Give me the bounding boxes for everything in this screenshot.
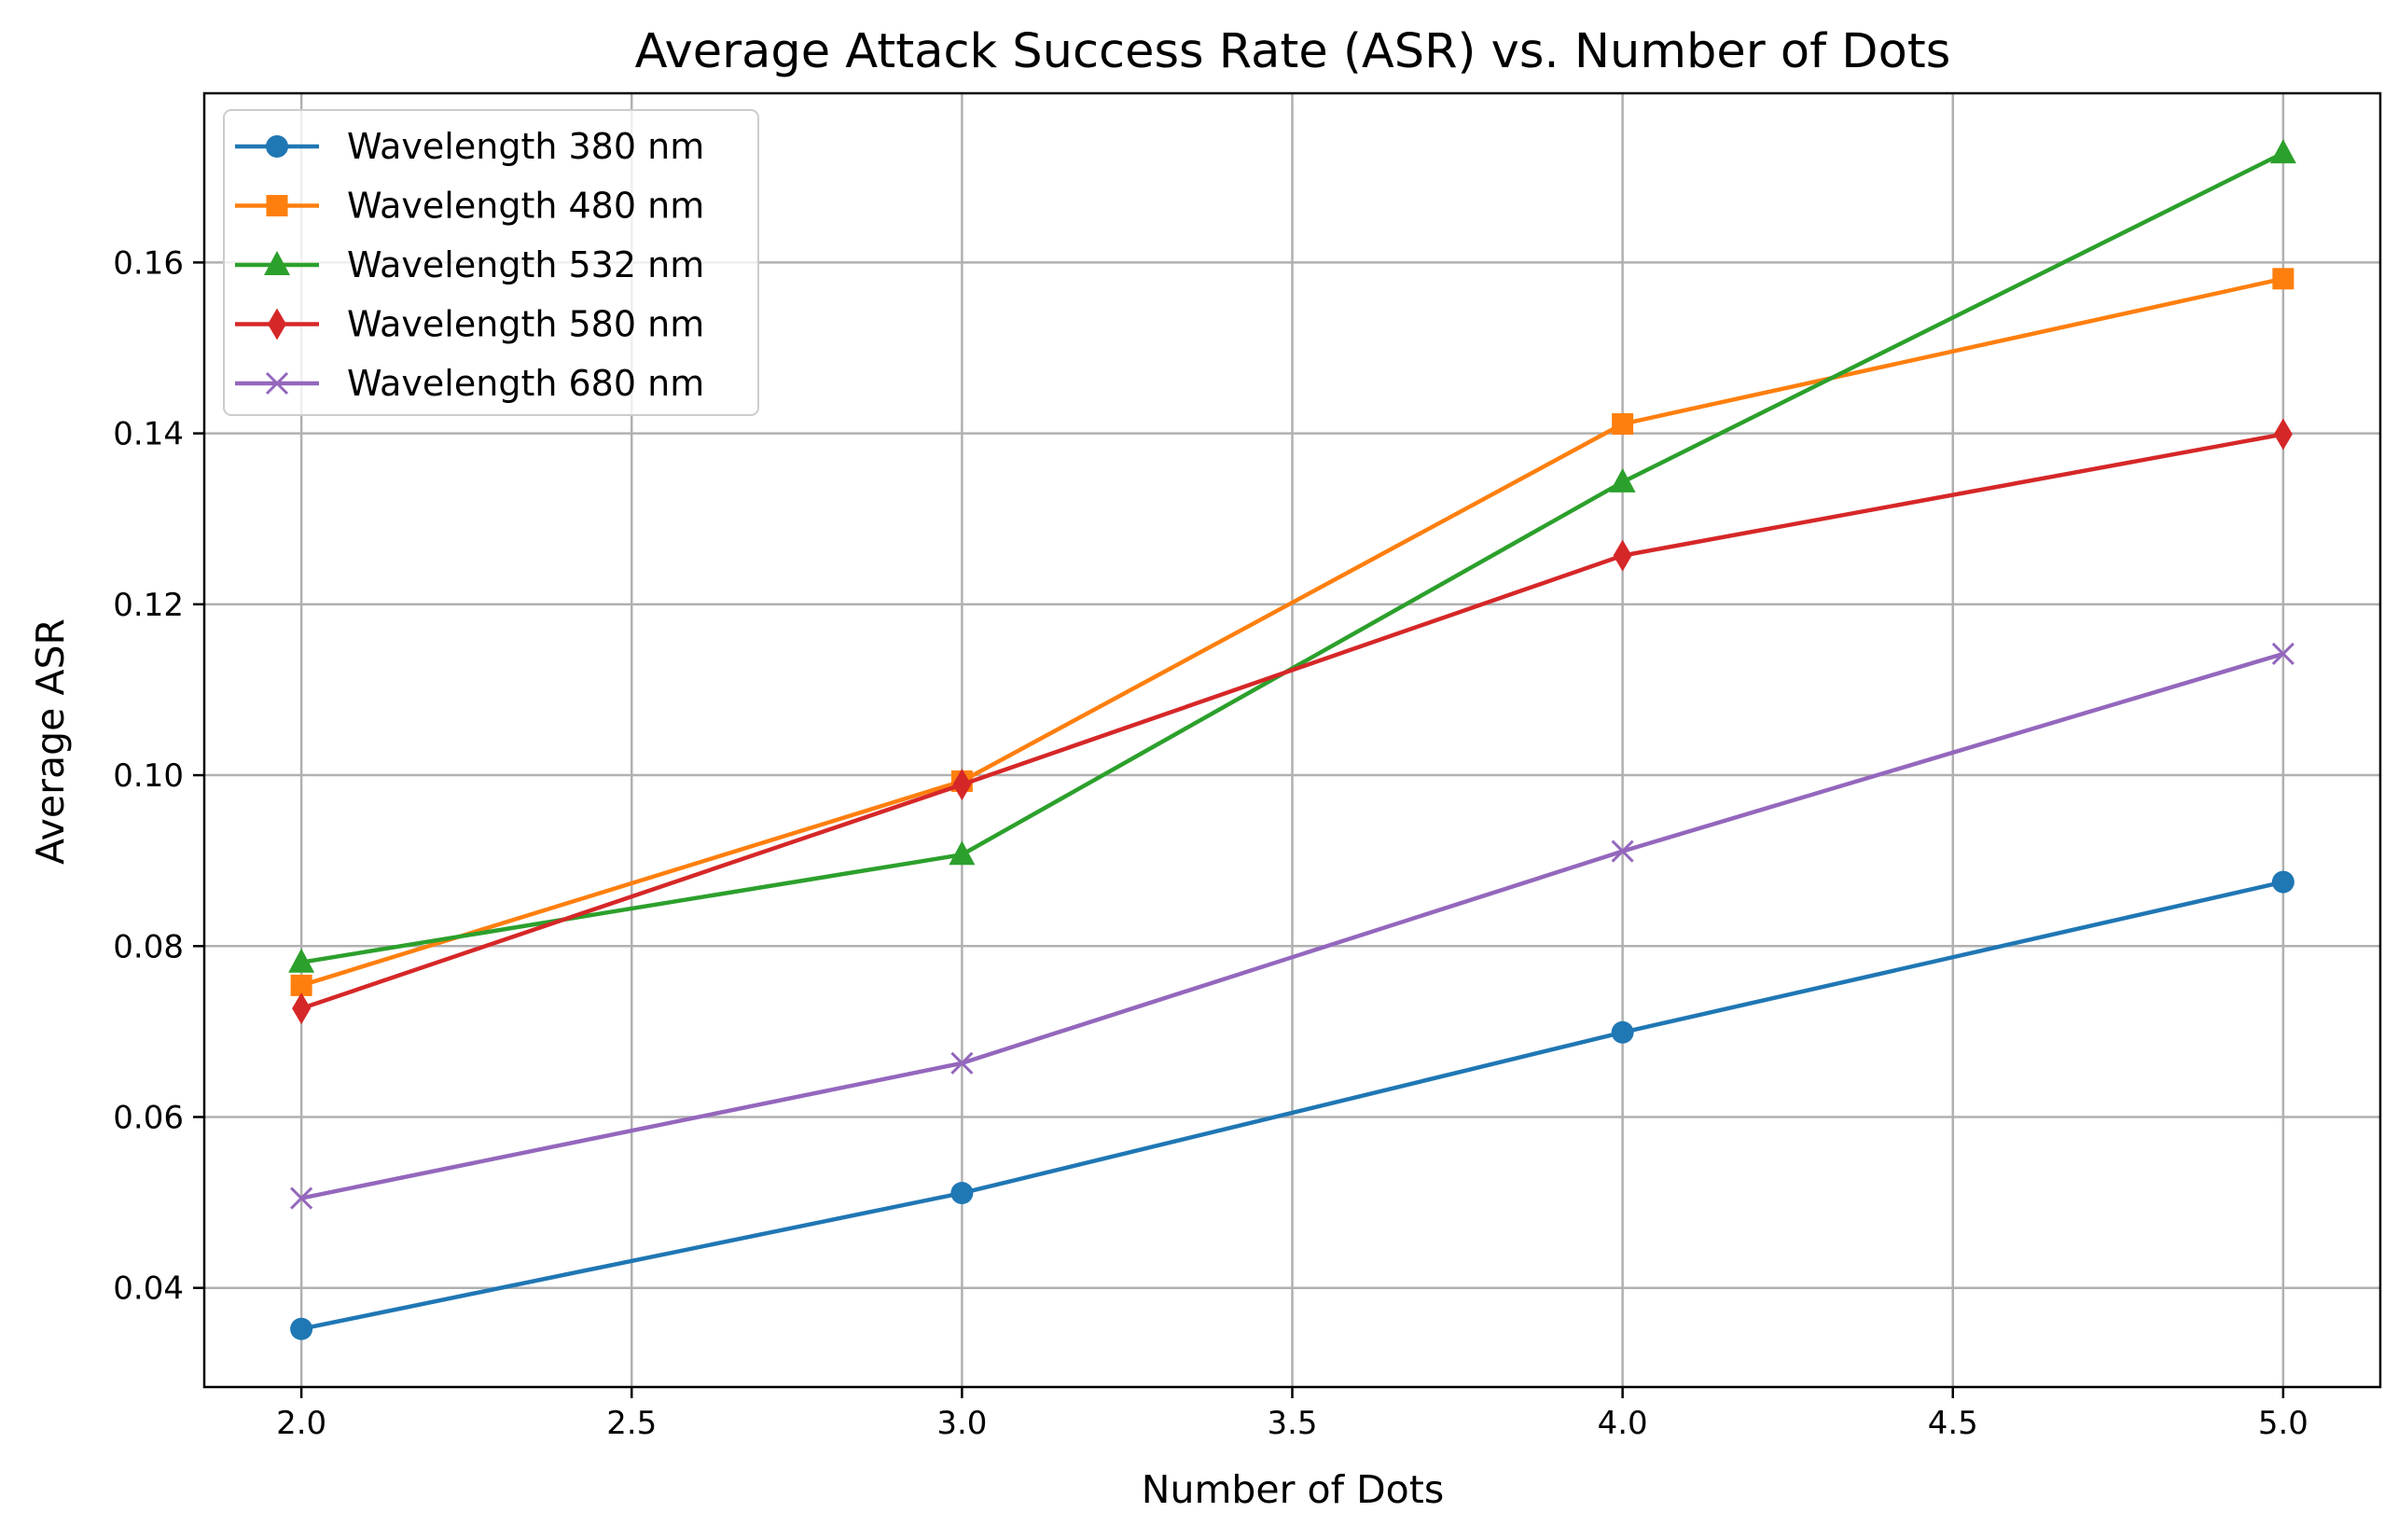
data-point-square bbox=[1612, 413, 1634, 436]
data-point-x bbox=[2271, 642, 2294, 666]
legend: Wavelength 380 nm Wavelength 480 nm Wavele… bbox=[223, 109, 759, 416]
y-tick-label: 0.16 bbox=[113, 244, 184, 282]
legend-entry: Wavelength 480 nm bbox=[235, 186, 704, 227]
legend-entry: Wavelength 380 nm bbox=[235, 126, 704, 167]
series-line bbox=[300, 880, 2284, 1331]
x-tick-label: 3.0 bbox=[936, 1405, 987, 1442]
y-tick-label: 0.12 bbox=[113, 587, 184, 624]
y-tick-label: 0.06 bbox=[113, 1100, 184, 1137]
legend-label: Wavelength 480 nm bbox=[347, 186, 704, 227]
legend-label: Wavelength 680 nm bbox=[347, 363, 704, 404]
x-tick-label: 2.5 bbox=[606, 1405, 657, 1442]
x-tick-label: 2.0 bbox=[276, 1405, 326, 1442]
legend-entry: Wavelength 532 nm bbox=[235, 244, 704, 285]
data-point-x bbox=[290, 1186, 313, 1210]
legend-label: Wavelength 532 nm bbox=[347, 244, 704, 285]
data-point-diamond bbox=[952, 769, 972, 801]
x-tick-label: 4.0 bbox=[1598, 1405, 1648, 1442]
series-diamond bbox=[292, 418, 2293, 1025]
data-point-square bbox=[290, 974, 312, 996]
y-tick-label: 0.14 bbox=[113, 416, 184, 453]
data-point-circle bbox=[290, 1317, 313, 1340]
data-point-diamond bbox=[2273, 418, 2293, 451]
legend-label: Wavelength 380 nm bbox=[347, 126, 704, 167]
data-point-x bbox=[265, 371, 289, 395]
plot-area-frame bbox=[202, 91, 2382, 1389]
data-point-triangle bbox=[949, 840, 976, 866]
series-line bbox=[300, 276, 2284, 988]
x-axis-label: Number of Dots bbox=[1142, 1467, 1444, 1512]
grid-lines bbox=[204, 93, 2380, 1387]
data-point-triangle bbox=[264, 251, 290, 275]
data-point-diamond bbox=[292, 992, 312, 1025]
data-point-triangle bbox=[2269, 139, 2296, 164]
y-axis-label: Average ASR bbox=[28, 618, 73, 865]
x-axis-ticks: 2.0 2.5 3.0 3.5 4.0 4.5 5.0 bbox=[276, 1387, 2308, 1442]
data-point-triangle bbox=[1609, 467, 1636, 493]
series-line bbox=[300, 651, 2284, 1200]
data-point-circle bbox=[2271, 870, 2294, 894]
y-axis-ticks: 0.04 0.06 0.08 0.10 0.12 0.14 0.16 bbox=[113, 244, 204, 1308]
data-point-x bbox=[1611, 839, 1634, 863]
data-point-circle bbox=[1611, 1020, 1634, 1044]
y-tick-label: 0.10 bbox=[113, 757, 184, 795]
legend-label: Wavelength 580 nm bbox=[347, 304, 704, 345]
data-point-diamond bbox=[1613, 539, 1632, 572]
y-tick-label: 0.04 bbox=[113, 1270, 184, 1308]
data-point-circle bbox=[950, 1182, 974, 1205]
legend-box bbox=[223, 109, 759, 416]
legend-entry: Wavelength 680 nm bbox=[235, 363, 704, 404]
data-point-circle bbox=[266, 135, 288, 158]
y-tick-label: 0.08 bbox=[113, 928, 184, 965]
data-point-square bbox=[2272, 268, 2294, 290]
x-tick-label: 3.5 bbox=[1267, 1405, 1317, 1442]
series-line bbox=[300, 432, 2284, 1011]
series-x bbox=[290, 642, 2294, 1210]
data-point-x bbox=[950, 1051, 974, 1075]
x-tick-label: 5.0 bbox=[2258, 1405, 2308, 1442]
data-point-square bbox=[266, 195, 288, 216]
data-point-diamond bbox=[268, 308, 286, 340]
legend-entry: Wavelength 580 nm bbox=[235, 304, 704, 345]
chart-title: Average Attack Success Rate (ASR) vs. Nu… bbox=[635, 24, 1951, 79]
series-circle bbox=[290, 870, 2294, 1340]
x-tick-label: 4.5 bbox=[1928, 1405, 1978, 1442]
series-layer bbox=[288, 139, 2296, 1340]
data-point-triangle bbox=[288, 948, 315, 973]
